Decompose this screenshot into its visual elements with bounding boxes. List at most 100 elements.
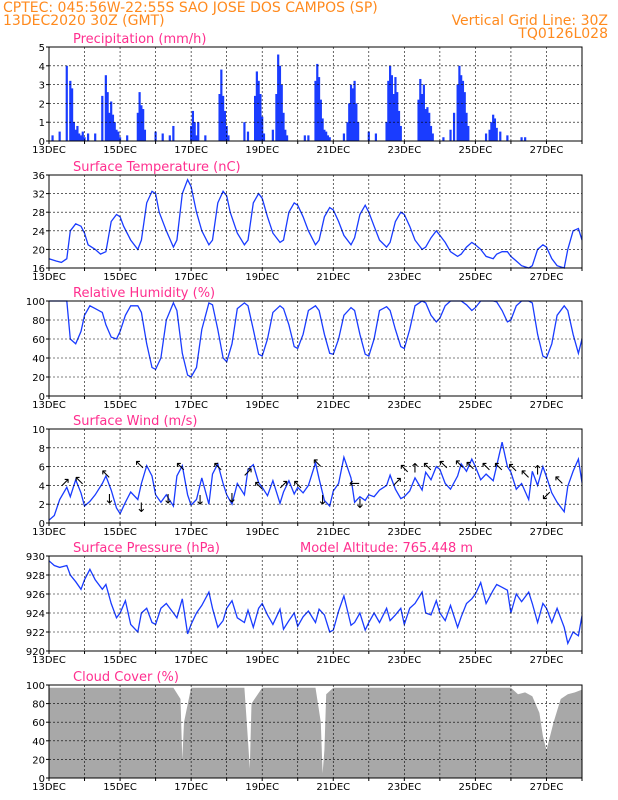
precip-bar xyxy=(357,122,360,141)
precip-bar xyxy=(86,133,90,141)
precip-bar xyxy=(222,95,225,141)
precip-bar xyxy=(280,84,283,141)
x-tick-label: 21DEC xyxy=(316,272,350,283)
wind-arrow-icon: ← xyxy=(349,477,360,492)
precip-bar xyxy=(140,105,143,141)
precip-bar xyxy=(218,94,221,141)
precip-bar xyxy=(78,133,81,141)
x-tick-label: 25DEC xyxy=(459,527,493,538)
precip-bar xyxy=(126,135,129,141)
precip-bar xyxy=(172,125,175,141)
y-tick-label: 926 xyxy=(26,590,45,601)
precip-bar xyxy=(353,80,356,141)
wind-arrow-icon: ↖ xyxy=(454,457,465,472)
precip-bar xyxy=(499,131,502,141)
precip-bar xyxy=(390,75,393,141)
panel-frame xyxy=(48,428,583,524)
precip-bar xyxy=(225,125,228,141)
precip-bar xyxy=(101,95,104,141)
precip-bar xyxy=(419,78,422,141)
precip-title: Precipitation (mm/h) xyxy=(73,32,206,47)
precip-bar xyxy=(392,94,395,141)
x-tick-label: 25DEC xyxy=(459,272,493,283)
panel-frame xyxy=(48,174,583,269)
precip-bar xyxy=(506,135,509,141)
precip-bar xyxy=(69,80,72,141)
panel-wind: 0 2 4 6 8 10 13DEC 15DEC 17DEC 19DEC 21DEC 23DEC 25D… xyxy=(32,414,583,538)
x-tick-label: 15DEC xyxy=(103,272,137,283)
precip-bar xyxy=(524,137,527,141)
precip-bar xyxy=(136,112,139,141)
precip-bar xyxy=(143,129,147,141)
wind-title: Surface Wind (m/s) xyxy=(73,414,197,429)
precip-bar xyxy=(117,131,120,141)
x-tick-label: 27DEC xyxy=(530,272,564,283)
y-tick-label: 920 xyxy=(26,647,45,658)
x-tick-label: 23DEC xyxy=(387,145,421,156)
precip-bar xyxy=(74,129,77,141)
precip-bar xyxy=(396,92,399,141)
x-tick-label: 25DEC xyxy=(459,145,493,156)
panel-precip: 0 1 2 3 4 5 13DEC 15DEC 17DEC 19DEC 21DEC 23DEC 25DE… xyxy=(32,32,583,156)
y-tick-label: 6 xyxy=(39,463,45,474)
wind-arrow-icon: ↓ xyxy=(136,501,147,516)
precip-bar xyxy=(285,135,289,141)
precip-bar xyxy=(142,109,145,141)
precip-bar xyxy=(104,75,107,141)
precip-bar xyxy=(271,129,274,141)
cloud-title: Cloud Cover (%) xyxy=(73,670,179,685)
y-tick-label: 928 xyxy=(26,571,45,582)
x-tick-label: 13DEC xyxy=(32,655,66,666)
precip-bar xyxy=(452,112,456,141)
precip-bar xyxy=(51,135,54,141)
y-tick-label: 4 xyxy=(39,481,45,492)
wind-arrow-icon: ↓ xyxy=(354,497,365,512)
precip-bar xyxy=(520,137,523,141)
pressure-title: Surface Pressure (hPa) xyxy=(73,541,220,556)
precip-bar xyxy=(346,122,349,141)
x-tick-label: 19DEC xyxy=(245,782,279,793)
precip-bar xyxy=(316,63,319,141)
x-tick-label: 17DEC xyxy=(174,782,208,793)
x-tick-label: 23DEC xyxy=(387,400,421,411)
precip-bar xyxy=(488,129,491,141)
precip-bar xyxy=(197,122,200,141)
precip-bar xyxy=(495,127,498,141)
wind-arrow-icon: ↖ xyxy=(292,477,303,492)
precip-bar xyxy=(110,101,113,141)
wind-arrow-icon: ↗ xyxy=(392,475,403,490)
precip-bar xyxy=(492,114,495,141)
precip-bar xyxy=(422,84,425,141)
precip-bar xyxy=(303,135,306,141)
precip-bar xyxy=(193,122,196,141)
precip-bar xyxy=(417,99,420,141)
precip-bar xyxy=(426,107,429,141)
precip-bar xyxy=(428,112,431,141)
wind-arrow-icon: ↖ xyxy=(253,478,264,493)
panel-frame xyxy=(48,46,583,142)
precip-bar xyxy=(284,129,287,141)
precip-bar xyxy=(449,129,452,141)
y-tick-label: 40 xyxy=(32,354,45,365)
y-tick-label: 20 xyxy=(32,245,45,256)
x-tick-label: 13DEC xyxy=(32,145,66,156)
precip-bar xyxy=(490,122,493,141)
x-tick-label: 15DEC xyxy=(103,527,137,538)
wind-arrow-icon: ↖ xyxy=(134,458,145,473)
x-tick-label: 19DEC xyxy=(245,527,279,538)
y-tick-label: 100 xyxy=(26,297,45,308)
x-tick-label: 23DEC xyxy=(387,655,421,666)
y-tick-label: 2 xyxy=(39,500,45,511)
wind-arrow-icon: ↖ xyxy=(481,460,492,475)
precip-bar xyxy=(259,94,262,141)
temperature-title: Surface Temperature (nC) xyxy=(73,160,241,175)
precip-bar xyxy=(323,129,326,141)
precip-bar xyxy=(424,109,427,141)
precip-bar xyxy=(94,133,97,141)
x-tick-label: 23DEC xyxy=(387,527,421,538)
y-tick-label: 924 xyxy=(26,609,45,620)
panels: 0 1 2 3 4 5 13DEC 15DEC 17DEC 19DEC 21DEC 23DEC 25DE… xyxy=(26,32,583,793)
precip-bar xyxy=(113,122,116,141)
precip-bar xyxy=(493,118,497,141)
